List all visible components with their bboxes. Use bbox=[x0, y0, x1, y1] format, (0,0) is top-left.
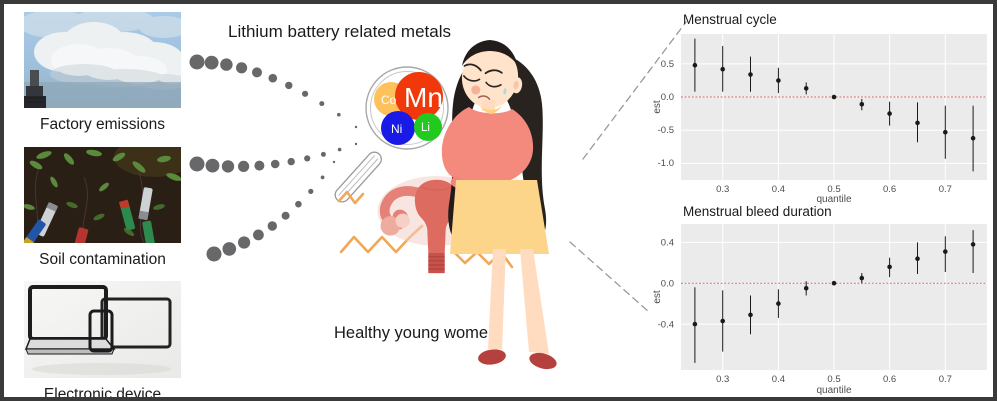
svg-text:0.4: 0.4 bbox=[772, 184, 785, 195]
svg-text:-1.0: -1.0 bbox=[658, 158, 674, 169]
svg-text:est: est bbox=[652, 290, 663, 304]
svg-text:Menstrual bleed duration: Menstrual bleed duration bbox=[683, 204, 832, 219]
svg-text:quantile: quantile bbox=[816, 385, 851, 396]
svg-text:-0.4: -0.4 bbox=[658, 320, 674, 331]
svg-text:0.5: 0.5 bbox=[661, 59, 674, 70]
svg-text:0.3: 0.3 bbox=[716, 374, 729, 385]
svg-text:Menstrual cycle: Menstrual cycle bbox=[683, 12, 777, 27]
svg-text:0.7: 0.7 bbox=[939, 184, 952, 195]
svg-text:0.3: 0.3 bbox=[716, 184, 729, 195]
svg-text:est: est bbox=[652, 100, 663, 114]
svg-text:0.5: 0.5 bbox=[827, 374, 840, 385]
svg-text:0.4: 0.4 bbox=[661, 238, 674, 249]
svg-text:0.7: 0.7 bbox=[939, 374, 952, 385]
svg-text:0.6: 0.6 bbox=[883, 374, 896, 385]
svg-text:-0.5: -0.5 bbox=[658, 125, 674, 136]
svg-text:0.6: 0.6 bbox=[883, 184, 896, 195]
svg-text:0.4: 0.4 bbox=[772, 374, 785, 385]
svg-text:0.0: 0.0 bbox=[661, 279, 674, 290]
